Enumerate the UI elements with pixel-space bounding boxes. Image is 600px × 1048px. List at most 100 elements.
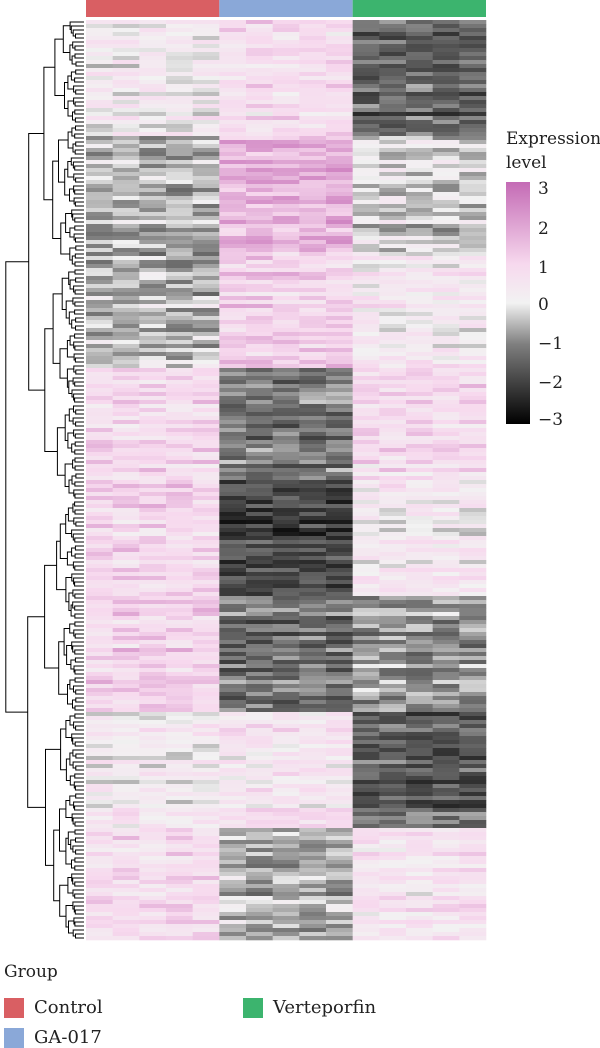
heatmap-cell [219, 428, 247, 433]
heatmap-cell [379, 124, 407, 129]
heatmap-cell [166, 100, 193, 105]
heatmap-cell [112, 288, 140, 293]
heatmap-cell [112, 440, 140, 445]
heatmap-cell [86, 280, 113, 285]
heatmap-cell [272, 764, 300, 769]
colorbar-tick-label: 2 [538, 219, 549, 239]
heatmap-cell [352, 568, 380, 573]
heatmap-cell [246, 856, 273, 861]
heatmap-cell [219, 856, 247, 861]
heatmap-cell [139, 88, 167, 93]
heatmap-cell [219, 96, 247, 101]
heatmap-cell [246, 892, 273, 897]
heatmap-cell [192, 292, 220, 297]
heatmap-cell [432, 804, 460, 809]
heatmap-cell [219, 332, 247, 337]
heatmap-cell [379, 148, 407, 153]
heatmap-cell [219, 384, 247, 389]
heatmap-cell [166, 28, 193, 33]
heatmap-cell [299, 576, 327, 581]
heatmap-cell [352, 64, 380, 69]
heatmap-cell [246, 444, 273, 449]
heatmap-cell [352, 268, 380, 273]
heatmap-cell [432, 56, 460, 61]
heatmap-cell [219, 484, 247, 489]
heatmap-cell [219, 136, 247, 141]
heatmap-cell [166, 732, 193, 737]
heatmap-cell [166, 536, 193, 541]
heatmap-cell [459, 692, 487, 697]
heatmap-cell [112, 128, 140, 133]
heatmap-cell [379, 756, 407, 761]
heatmap-cell [352, 592, 380, 597]
heatmap-cell [166, 444, 193, 449]
heatmap-cell [192, 200, 220, 205]
heatmap-cell [406, 624, 433, 629]
heatmap-cell [406, 256, 433, 261]
heatmap-cell [246, 700, 273, 705]
heatmap-cell [219, 324, 247, 329]
heatmap-cell [406, 612, 433, 617]
heatmap-cell [246, 64, 273, 69]
heatmap-cell [432, 828, 460, 833]
heatmap-cell [406, 632, 433, 637]
heatmap-cell [139, 440, 167, 445]
heatmap-cell [406, 456, 433, 461]
heatmap-cell [299, 452, 327, 457]
heatmap-cell [139, 504, 167, 509]
heatmap-cell [326, 740, 353, 745]
heatmap-cell [272, 184, 300, 189]
heatmap-cell [166, 140, 193, 145]
heatmap-cell [192, 616, 220, 621]
heatmap-cell [326, 788, 353, 793]
heatmap-cell [352, 252, 380, 257]
heatmap-cell [406, 96, 433, 101]
heatmap-cell [86, 392, 113, 397]
heatmap-cell [139, 648, 167, 653]
heatmap-cell [192, 600, 220, 605]
heatmap-cell [219, 64, 247, 69]
heatmap-cell [219, 692, 247, 697]
heatmap-cell [246, 244, 273, 249]
heatmap-cell [246, 28, 273, 33]
heatmap-cell [219, 656, 247, 661]
heatmap-cell [192, 472, 220, 477]
heatmap-cell [272, 824, 300, 829]
heatmap-cell [406, 140, 433, 145]
heatmap-cell [432, 728, 460, 733]
heatmap-cell [299, 884, 327, 889]
heatmap-cell [459, 132, 487, 137]
heatmap-cell [459, 268, 487, 273]
heatmap-cell [246, 560, 273, 565]
heatmap-cell [192, 712, 220, 717]
heatmap-cell [192, 832, 220, 837]
heatmap-cell [432, 864, 460, 869]
heatmap-cell [406, 696, 433, 701]
heatmap-cell [166, 372, 193, 377]
heatmap-cell [459, 540, 487, 545]
heatmap-cell [299, 664, 327, 669]
heatmap-cell [112, 208, 140, 213]
heatmap-cell [139, 320, 167, 325]
heatmap-cell [219, 224, 247, 229]
heatmap-cell [166, 56, 193, 61]
heatmap-cell [352, 228, 380, 233]
heatmap-cell [326, 240, 353, 245]
heatmap-cell [166, 252, 193, 257]
heatmap-cell [299, 588, 327, 593]
heatmap-cell [139, 588, 167, 593]
heatmap-cell [246, 548, 273, 553]
heatmap-cell [86, 120, 113, 125]
heatmap-cell [379, 100, 407, 105]
heatmap-cell [112, 912, 140, 917]
heatmap-cell [86, 624, 113, 629]
heatmap-cell [326, 132, 353, 137]
heatmap-cell [166, 556, 193, 561]
heatmap-cell [192, 124, 220, 129]
heatmap-cell [166, 856, 193, 861]
heatmap-cell [459, 548, 487, 553]
heatmap-cell [379, 624, 407, 629]
heatmap-cell [246, 360, 273, 365]
heatmap-cell [112, 672, 140, 677]
heatmap-cell [406, 712, 433, 717]
